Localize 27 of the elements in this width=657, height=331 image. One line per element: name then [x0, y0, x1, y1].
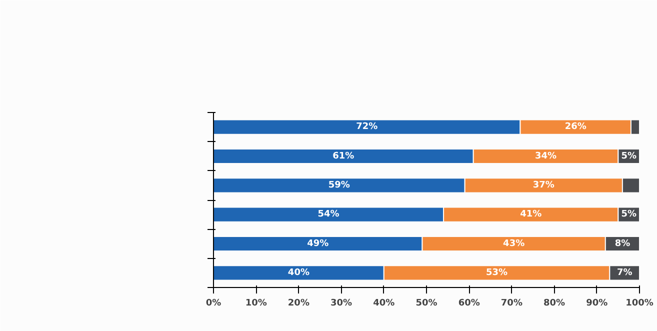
x-tick-label: 10% [245, 298, 267, 308]
data-label: 40% [288, 268, 310, 278]
x-tick-label: 80% [544, 298, 566, 308]
data-label: 41% [520, 210, 542, 220]
data-label: 5% [621, 210, 636, 220]
data-label: 59% [328, 180, 350, 190]
data-label: 53% [486, 268, 508, 278]
data-label: 49% [307, 238, 329, 249]
x-tick-label: 30% [330, 298, 352, 308]
data-label: 54% [318, 210, 340, 220]
x-tick-label: 70% [500, 298, 522, 308]
data-label: 43% [503, 238, 525, 249]
data-label: 8% [614, 238, 630, 249]
data-label: 37% [532, 180, 554, 190]
data-label: 26% [564, 122, 586, 132]
x-tick-label: 100% [626, 298, 654, 308]
data-label: 34% [535, 151, 557, 162]
x-tick-label: 50% [416, 298, 438, 308]
x-tick-label: 90% [586, 298, 608, 308]
x-tick-label: 20% [288, 298, 310, 308]
x-tick-label: 40% [373, 298, 395, 308]
data-label: 72% [356, 122, 378, 132]
data-label: 61% [332, 151, 354, 162]
data-label: 5% [621, 151, 636, 162]
x-tick-label: 60% [458, 298, 480, 308]
data-label: 7% [616, 268, 632, 278]
x-tick-label: 0% [206, 298, 222, 308]
